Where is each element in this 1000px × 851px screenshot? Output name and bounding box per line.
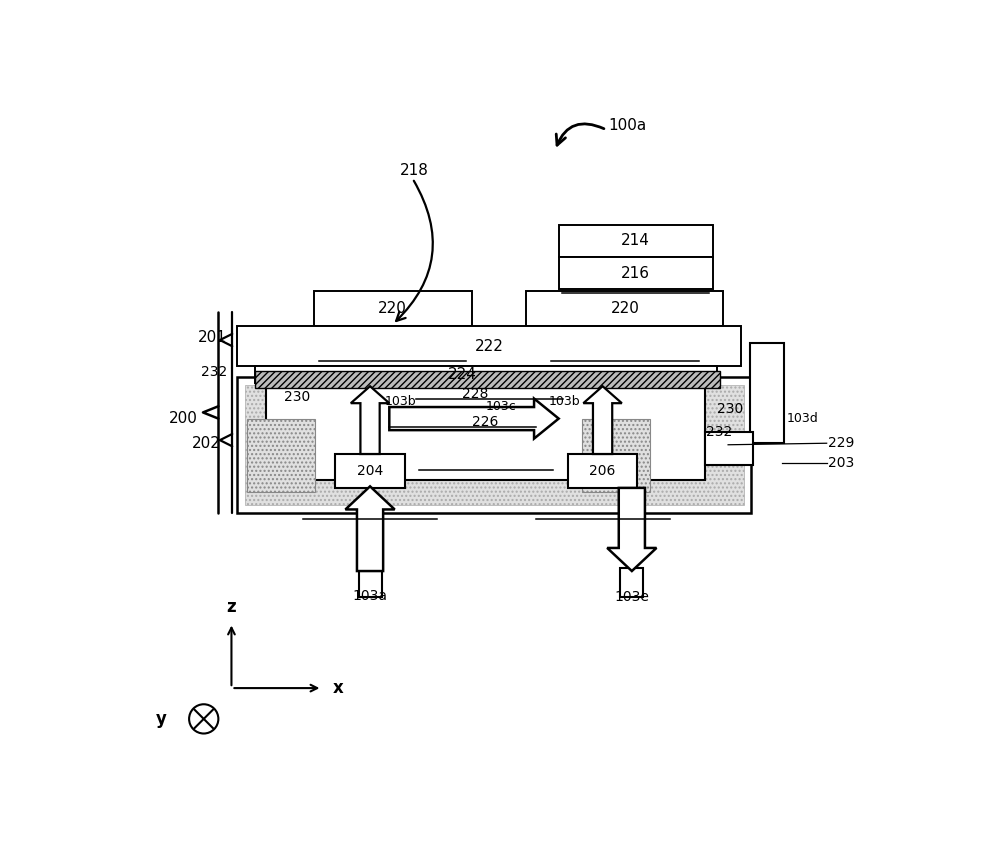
Bar xyxy=(237,326,741,366)
FancyArrow shape xyxy=(389,398,559,438)
Bar xyxy=(559,225,713,257)
Text: z: z xyxy=(227,598,236,616)
Bar xyxy=(568,454,637,488)
Bar xyxy=(358,568,382,597)
Bar xyxy=(559,257,713,289)
Text: 230: 230 xyxy=(284,390,310,404)
FancyArrow shape xyxy=(607,488,656,571)
Bar xyxy=(255,371,720,388)
Bar xyxy=(247,419,315,492)
Text: 216: 216 xyxy=(621,266,650,281)
Text: 230: 230 xyxy=(717,403,743,416)
Bar xyxy=(335,454,405,488)
Text: 203: 203 xyxy=(828,456,854,471)
Text: 229: 229 xyxy=(828,437,855,450)
Text: 220: 220 xyxy=(378,301,407,316)
Text: 103c: 103c xyxy=(486,400,516,413)
Text: 228: 228 xyxy=(462,387,489,401)
Text: x: x xyxy=(332,679,343,697)
Text: 224: 224 xyxy=(448,367,477,382)
Text: 220: 220 xyxy=(610,301,639,316)
Text: y: y xyxy=(156,710,167,728)
Text: 204: 204 xyxy=(357,464,383,478)
Text: 103a: 103a xyxy=(353,589,388,603)
Text: 103e: 103e xyxy=(614,591,649,604)
Bar xyxy=(314,291,472,326)
Text: 202: 202 xyxy=(192,436,220,451)
Bar xyxy=(237,377,751,512)
Text: 226: 226 xyxy=(472,415,499,430)
Bar xyxy=(266,385,705,480)
Text: 103d: 103d xyxy=(787,412,818,426)
Bar xyxy=(620,568,643,597)
Bar xyxy=(255,366,717,383)
Text: 103b: 103b xyxy=(385,395,417,408)
Text: 218: 218 xyxy=(400,163,428,178)
Bar xyxy=(582,419,650,492)
Text: 232: 232 xyxy=(201,365,227,380)
Bar xyxy=(705,432,753,465)
Text: 214: 214 xyxy=(621,233,650,248)
Text: 201: 201 xyxy=(198,330,227,346)
FancyArrow shape xyxy=(351,386,389,454)
Bar xyxy=(526,291,723,326)
Bar xyxy=(750,343,784,443)
FancyArrow shape xyxy=(345,487,395,571)
Text: 100a: 100a xyxy=(609,118,647,134)
Text: 103b: 103b xyxy=(549,395,581,408)
Text: 200: 200 xyxy=(169,411,197,426)
Text: 232: 232 xyxy=(706,426,732,439)
Bar xyxy=(245,385,744,505)
Text: 222: 222 xyxy=(475,339,504,354)
Text: 206: 206 xyxy=(589,464,616,478)
FancyArrow shape xyxy=(583,386,622,454)
